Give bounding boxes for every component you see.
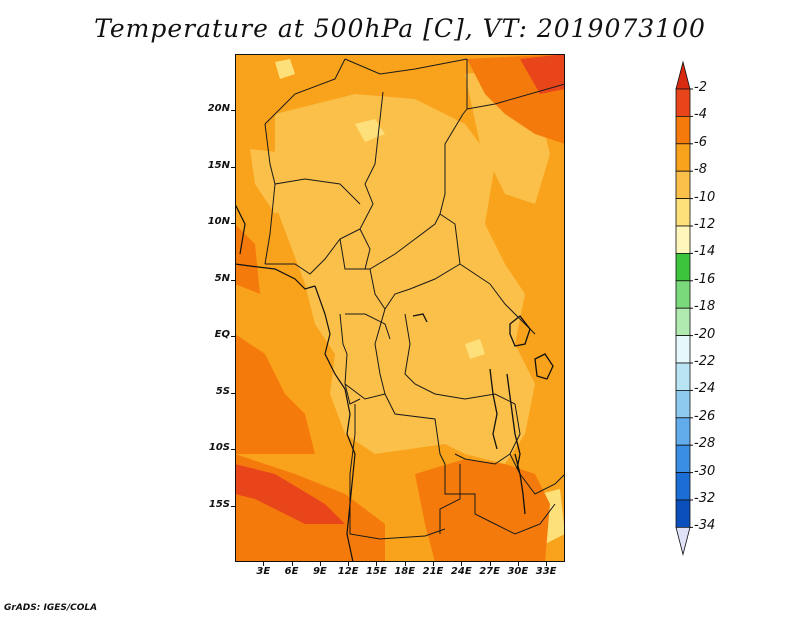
colorbar-swatch [675,143,691,172]
colorbar-label: -30 [694,463,716,479]
lat-tick [231,223,235,225]
lat-label: 15N [207,159,230,171]
colorbar-swatch [675,170,691,199]
colorbar-swatch [675,280,691,309]
lon-label: 12E [337,566,359,577]
colorbar-label: -24 [694,381,716,397]
contour-band-0-2-southwest [235,464,345,524]
lon-label: 21E [422,566,444,577]
contour-band-8-10-patch-c [465,339,485,359]
colorbar-swatch [675,88,691,117]
colorbar-label: -6 [694,134,707,150]
colorbar-label: -32 [694,491,716,506]
contour-band-0-2-northeast [520,54,565,94]
lat-label: EQ [214,329,230,341]
lon-label: 9E [312,566,327,577]
contour-band-6-8 [275,94,535,464]
lat-label: 5S [215,385,230,397]
lat-label: 10S [208,442,230,454]
contour-band-2-4-southeast [415,459,550,562]
colorbar-swatch [675,444,691,474]
colorbar-label: -18 [694,299,716,315]
lon-tick [263,562,265,566]
grads-credit: GrADS: IGES/COLA [4,603,98,613]
colorbar-swatch [675,362,691,391]
lat-tick [231,449,235,451]
colorbar-label: -16 [694,271,716,287]
lon-label: 18E [394,566,416,577]
colorbar-bottom-arrow [675,527,691,556]
lon-tick [319,562,321,566]
country-borders [264,58,565,540]
lon-label: 15E [366,566,387,577]
lat-tick [231,505,235,507]
colorbar-label: -14 [694,244,716,260]
colorbar-swatch [675,417,691,446]
lat-tick [231,166,235,168]
contour-band-2-4-west-coast [235,334,315,454]
map-title: Temperature at 500hPa [C], VT: 201907310… [94,14,706,43]
colorbar-swatch [675,472,691,501]
colorbar-label: -34 [694,518,716,534]
lon-tick [291,562,293,566]
temperature-map [235,54,565,562]
contour-band-6-8-north [250,149,305,214]
colorbar-swatch [675,389,691,419]
colorbar-label: -22 [694,354,716,369]
colorbar-swatch [675,198,691,227]
colorbar-label: -2 [694,80,707,95]
map-frame [235,54,565,562]
lon-label: 33E [535,566,557,577]
colorbar-swatch [675,499,691,528]
lon-label: 3E [256,566,271,577]
lon-tick [348,562,350,566]
colorbar-swatch [675,225,691,254]
colorbar-label: -10 [694,189,716,205]
lat-tick [231,336,235,338]
colorbar-swatch [675,307,691,337]
colorbar-top-arrow [675,60,691,90]
lat-tick [231,279,235,281]
colorbar-swatch [675,252,691,282]
lon-tick [404,562,406,566]
lakes [412,313,554,515]
colorbar-label: -28 [694,436,716,452]
lon-label: 30E [507,566,529,577]
colorbar-swatch [675,335,691,364]
lon-label: 6E [284,566,299,577]
lon-tick [517,562,519,566]
colorbar-label: -12 [694,217,716,232]
contour-band-8-10-patch-b [355,119,385,142]
colorbar-swatch [675,116,691,145]
lon-tick [546,562,548,566]
colorbar-label: -20 [694,326,716,342]
lat-label: 20N [207,103,230,115]
lon-tick [461,562,463,566]
lat-label: 15S [208,498,230,510]
lat-label: 5N [214,272,230,284]
colorbar-label: -4 [694,107,707,123]
lon-label: 24E [450,566,472,577]
colorbar-label: -8 [694,162,707,178]
lat-label: 10N [207,216,230,228]
lon-tick [433,562,434,566]
contour-band-2-4-west-edge [235,224,260,294]
contour-band-8-10-patch-a [275,59,295,79]
lat-tick [231,110,235,112]
colorbar-label: -26 [694,408,716,424]
lon-label: 27E [479,566,500,577]
lon-tick [489,562,491,566]
lat-tick [231,392,235,394]
lon-tick [376,562,378,566]
coastlines [235,203,356,562]
